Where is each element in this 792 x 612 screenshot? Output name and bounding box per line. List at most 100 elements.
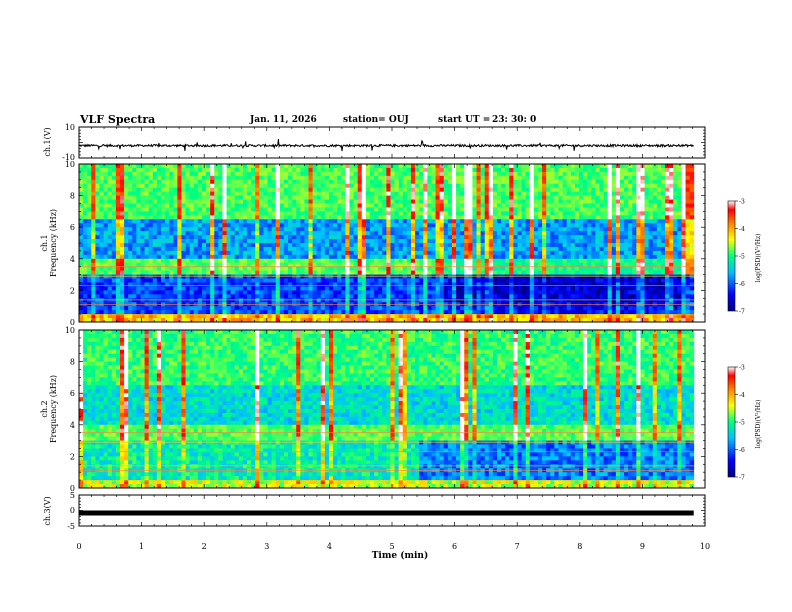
spectrogram-cell: [87, 164, 92, 169]
spectrogram-cell: [513, 246, 518, 252]
spectrogram-cell: [419, 266, 424, 272]
spectrogram-cell: [566, 183, 572, 189]
spectrogram-cell: [304, 199, 309, 204]
spectrogram-cell: [480, 258, 486, 264]
spectrogram-cell: [513, 266, 518, 272]
spectrogram-cell: [525, 207, 531, 212]
spectrogram-cell: [550, 211, 555, 216]
spectrogram-cell: [152, 286, 158, 291]
spectrogram-cell: [251, 274, 256, 279]
spectrogram-cell: [324, 274, 330, 279]
spectrogram-cell: [607, 179, 613, 185]
spectrogram-cell: [406, 171, 412, 177]
spectrogram-cell: [124, 207, 129, 212]
spectrogram-cell: [451, 223, 457, 228]
spectrogram-cell: [669, 231, 674, 236]
spectrogram-cell: [472, 167, 477, 173]
spectrogram-cell: [648, 258, 654, 264]
spectrogram-cell: [279, 219, 285, 224]
spectrogram-cell: [95, 199, 100, 204]
spectrogram-cell: [193, 183, 199, 189]
spectrogram-cell: [197, 183, 203, 189]
spectrogram-cell: [234, 290, 240, 295]
spectrogram-cell: [476, 203, 482, 208]
spectrogram-cell: [378, 282, 383, 287]
spectrogram-cell: [193, 199, 199, 204]
spectrogram-cell: [300, 286, 305, 291]
spectrogram-cell: [431, 243, 436, 248]
spectrogram-cell: [148, 290, 154, 295]
spectrogram-cell: [234, 278, 240, 283]
spectrogram-cell: [361, 243, 367, 248]
spectrogram-cell: [644, 282, 650, 287]
spectrogram-cell: [263, 250, 268, 256]
spectrogram-cell: [619, 274, 625, 279]
spectrogram-cell: [160, 215, 166, 220]
spectrogram-cell: [144, 246, 150, 252]
spectrogram-cell: [324, 207, 330, 212]
spectrogram-cell: [365, 266, 371, 272]
spectrogram-cell: [230, 278, 236, 283]
spectrogram-cell: [648, 219, 654, 224]
spectrogram-cell: [439, 270, 445, 275]
spectrogram-cell: [333, 167, 338, 173]
spectrogram-cell: [206, 207, 211, 212]
spectrogram-cell: [91, 262, 96, 268]
spectrogram-cell: [83, 215, 88, 220]
spectrogram-cell: [181, 235, 186, 240]
spectrogram-cell: [603, 171, 609, 177]
spectrogram-cell: [538, 223, 543, 228]
spectrogram-cell: [599, 164, 604, 169]
spectrogram-cell: [304, 179, 309, 185]
spectrogram-cell: [669, 274, 674, 279]
spectrogram-cell: [193, 187, 199, 193]
spectrogram-cell: [521, 274, 527, 279]
spectrogram-cell: [292, 164, 297, 169]
spectrogram-cell: [115, 270, 121, 275]
spectrogram-cell: [583, 183, 588, 189]
spectrogram-cell: [476, 266, 482, 272]
spectrogram-cell: [636, 183, 641, 189]
spectrogram-cell: [476, 199, 482, 204]
spectrogram-cell: [599, 274, 604, 279]
spectrogram-cell: [361, 175, 367, 181]
spectrogram-cell: [406, 235, 412, 240]
spectrogram-cell: [247, 231, 252, 236]
spectrogram-cell: [603, 262, 609, 268]
spectrogram-cell: [669, 175, 674, 181]
spectrogram-cell: [242, 246, 248, 252]
spectrogram-cell: [173, 207, 178, 212]
spectrogram-cell: [333, 258, 338, 264]
spectrogram-cell: [304, 262, 309, 268]
spectrogram-cell: [320, 175, 326, 181]
spectrogram-cell: [656, 246, 662, 252]
spectrogram-cell: [292, 227, 297, 232]
spectrogram-cell: [607, 231, 613, 236]
spectrogram-cell: [345, 243, 350, 248]
spectrogram-cell: [271, 171, 277, 177]
spectrogram-cell: [521, 282, 527, 287]
spectrogram-cell: [550, 243, 555, 248]
spectrogram-cell: [369, 227, 375, 232]
spectrogram-cell: [132, 246, 137, 252]
spectrogram-cell: [201, 231, 207, 236]
spectrogram-cell: [251, 246, 256, 252]
spectrogram-cell: [632, 167, 637, 173]
spectrogram-cell: [148, 207, 154, 212]
spectrogram-cell: [189, 254, 195, 260]
spectrogram-cell: [578, 175, 584, 181]
spectrogram-cell: [505, 243, 510, 248]
spectrogram-cell: [226, 203, 232, 208]
spectrogram-cell: [345, 211, 350, 216]
spectrogram-cell: [349, 231, 354, 236]
spectrogram-cell: [300, 270, 305, 275]
spectrogram-cell: [669, 219, 674, 224]
spectrogram-cell: [201, 207, 207, 212]
spectrogram-cell: [677, 207, 682, 212]
spectrogram-cell: [595, 171, 600, 177]
spectrogram-cell: [292, 286, 297, 291]
spectrogram-cell: [451, 278, 457, 283]
spectrogram-cell: [525, 258, 531, 264]
spectrogram-cell: [136, 203, 141, 208]
spectrogram-cell: [316, 254, 322, 260]
